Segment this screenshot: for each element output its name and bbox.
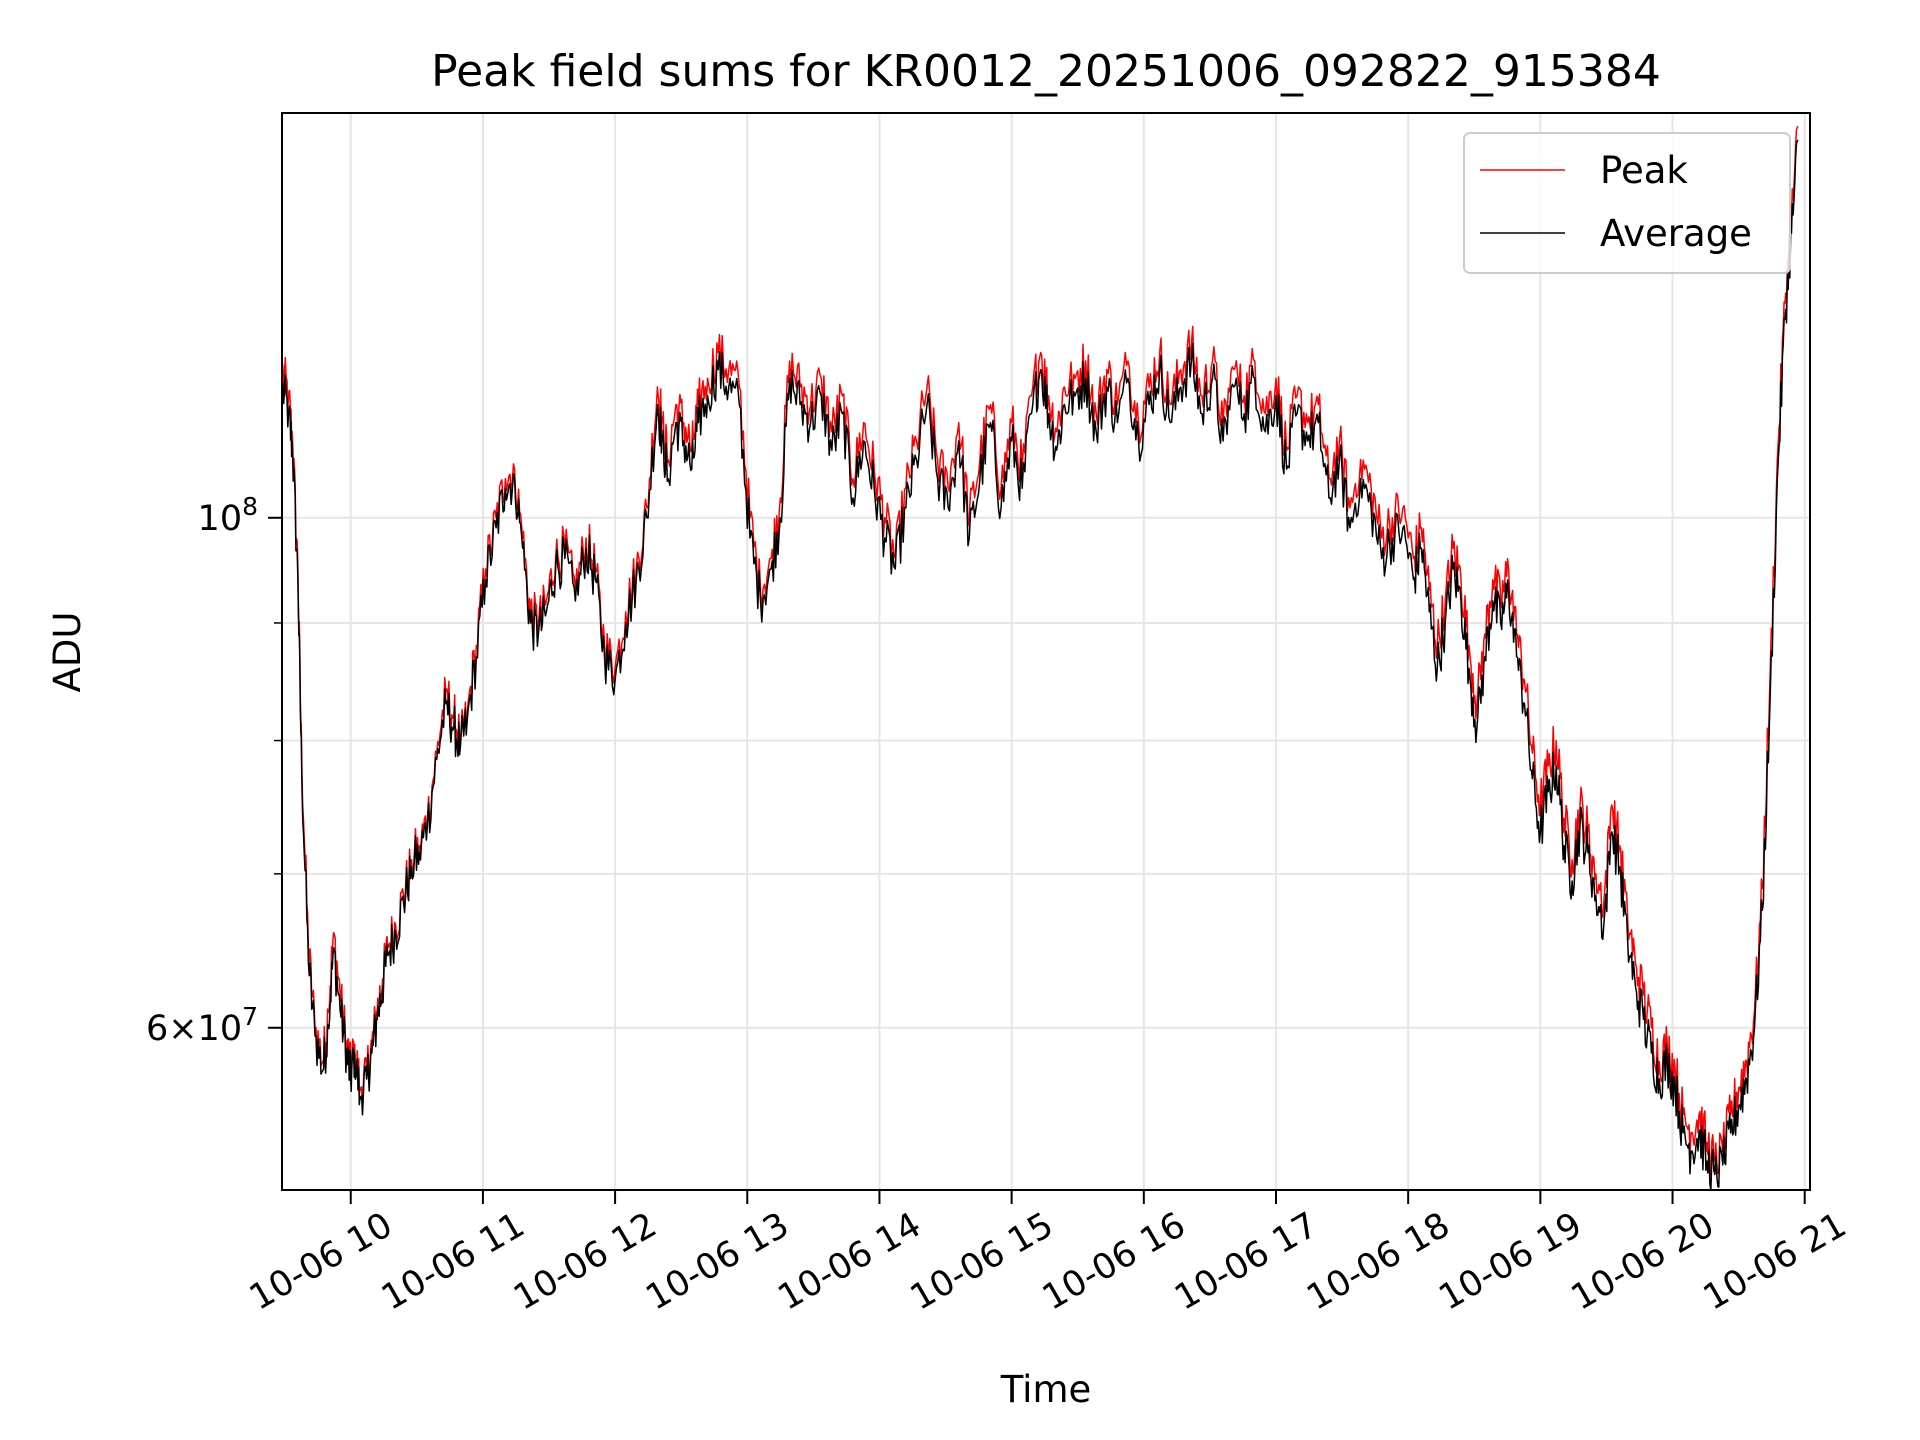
y-tick-label-part: 7 — [242, 1002, 258, 1031]
grid — [282, 113, 1810, 1190]
x-axis-label: Time — [1000, 1368, 1092, 1411]
y-tick-label-part: 10 — [198, 1009, 243, 1049]
series-lines — [281, 125, 1799, 1191]
y-tick-label-part: 8 — [242, 492, 258, 521]
legend-peak-label: Peak — [1600, 149, 1688, 192]
legend-box — [1463, 132, 1791, 274]
chart-title: Peak field sums for KR0012_20251006_0928… — [431, 46, 1661, 97]
y-tick-label: 6×107 — [146, 1002, 258, 1049]
plot-frame — [281, 112, 1811, 1191]
y-axis-label: ADU — [46, 612, 89, 693]
y-tick-label-part: 10 — [198, 499, 243, 539]
legend: Peak Average — [1463, 132, 1791, 274]
legend-average-label: Average — [1600, 212, 1752, 255]
series-line-average — [281, 139, 1799, 1191]
y-tick-label-part: 6× — [146, 1009, 198, 1049]
y-tick-label: 108 — [198, 492, 258, 539]
